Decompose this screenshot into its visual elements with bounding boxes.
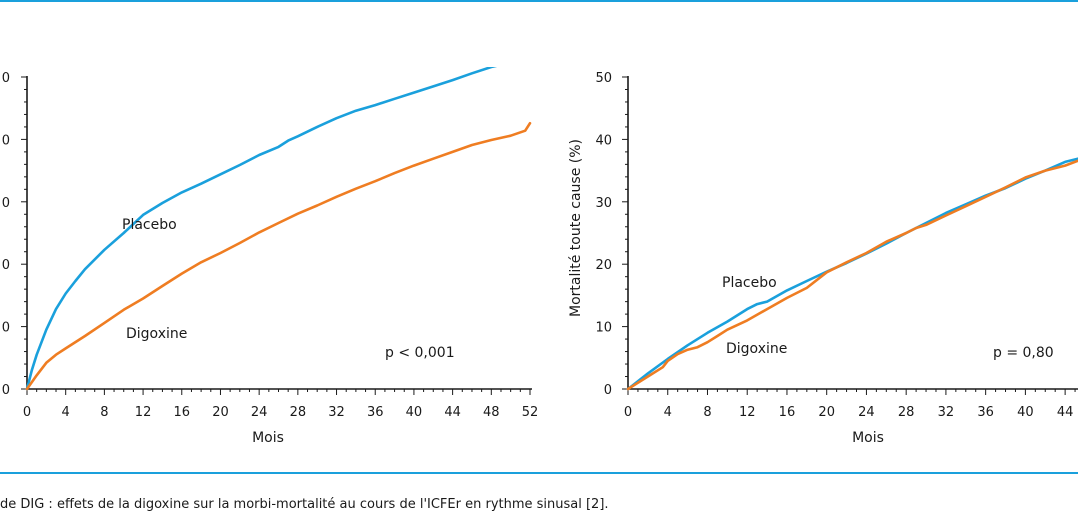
- x-tick-label: 28: [290, 405, 307, 420]
- x-tick-label: 48: [483, 405, 500, 420]
- series-label-digoxine: Digoxine: [726, 341, 787, 357]
- x-tick-label: 4: [664, 405, 672, 420]
- series-line-digoxine: [626, 159, 1078, 391]
- y-tick-label: 30: [595, 196, 612, 211]
- x-tick-label: 40: [406, 405, 423, 420]
- x-tick-label: 16: [779, 405, 796, 420]
- x-axis-title: Mois: [252, 430, 284, 446]
- series-line-digoxine: [25, 121, 532, 391]
- x-tick-label: 32: [328, 405, 345, 420]
- series-label-placebo: Placebo: [122, 217, 177, 233]
- x-tick-label: 28: [898, 405, 915, 420]
- x-tick-label: 8: [100, 405, 108, 420]
- x-tick-label: 44: [444, 405, 461, 420]
- series-label-digoxine: Digoxine: [126, 326, 187, 342]
- chart-right-panel: 0 10 20 30 40 50 0 4 8 12 16 20 24 28 32 36 40 44 Mois Mort…: [568, 71, 1078, 446]
- p-value-annotation: p < 0,001: [385, 345, 455, 361]
- y-tick-label: 0: [2, 196, 10, 211]
- y-tick-label: 0: [2, 383, 10, 398]
- y-tick-label: 0: [2, 71, 10, 86]
- x-tick-label: 12: [739, 405, 756, 420]
- y-tick-label: 0: [2, 321, 10, 336]
- x-tick-label: 32: [938, 405, 955, 420]
- y-tick-label: 0: [604, 383, 612, 398]
- y-tick-label: 20: [595, 258, 612, 273]
- y-tick-label: 40: [595, 133, 612, 148]
- y-tick-label: 0: [2, 133, 10, 148]
- series-line-placebo: [25, 67, 498, 391]
- y-tick-label: 0: [2, 258, 10, 273]
- x-tick-label: 40: [1017, 405, 1034, 420]
- x-axis-title: Mois: [852, 430, 884, 446]
- x-tick-label: 24: [858, 405, 875, 420]
- y-tick-label: 10: [595, 321, 612, 336]
- x-tick-label: 16: [173, 405, 190, 420]
- y-axis-title: Mortalité toute cause (%): [568, 139, 584, 317]
- x-tick-label: 24: [251, 405, 268, 420]
- x-tick-label: 36: [367, 405, 384, 420]
- x-tick-label: 20: [212, 405, 229, 420]
- bottom-rule: [0, 472, 1078, 474]
- x-tick-label: 36: [977, 405, 994, 420]
- x-tick-label: 44: [1057, 405, 1074, 420]
- y-tick-label: 50: [595, 71, 612, 86]
- x-tick-label: 4: [62, 405, 70, 420]
- p-value-annotation: p = 0,80: [993, 345, 1054, 361]
- series-label-placebo: Placebo: [722, 275, 777, 291]
- x-tick-label: 8: [703, 405, 711, 420]
- x-tick-label: 20: [818, 405, 835, 420]
- x-tick-label: 52: [522, 405, 539, 420]
- top-rule: [0, 0, 1078, 2]
- x-tick-label: 0: [624, 405, 632, 420]
- x-tick-label: 12: [135, 405, 152, 420]
- x-tick-label: 0: [23, 405, 31, 420]
- figure-caption: de DIG : effets de la digoxine sur la mo…: [0, 497, 609, 512]
